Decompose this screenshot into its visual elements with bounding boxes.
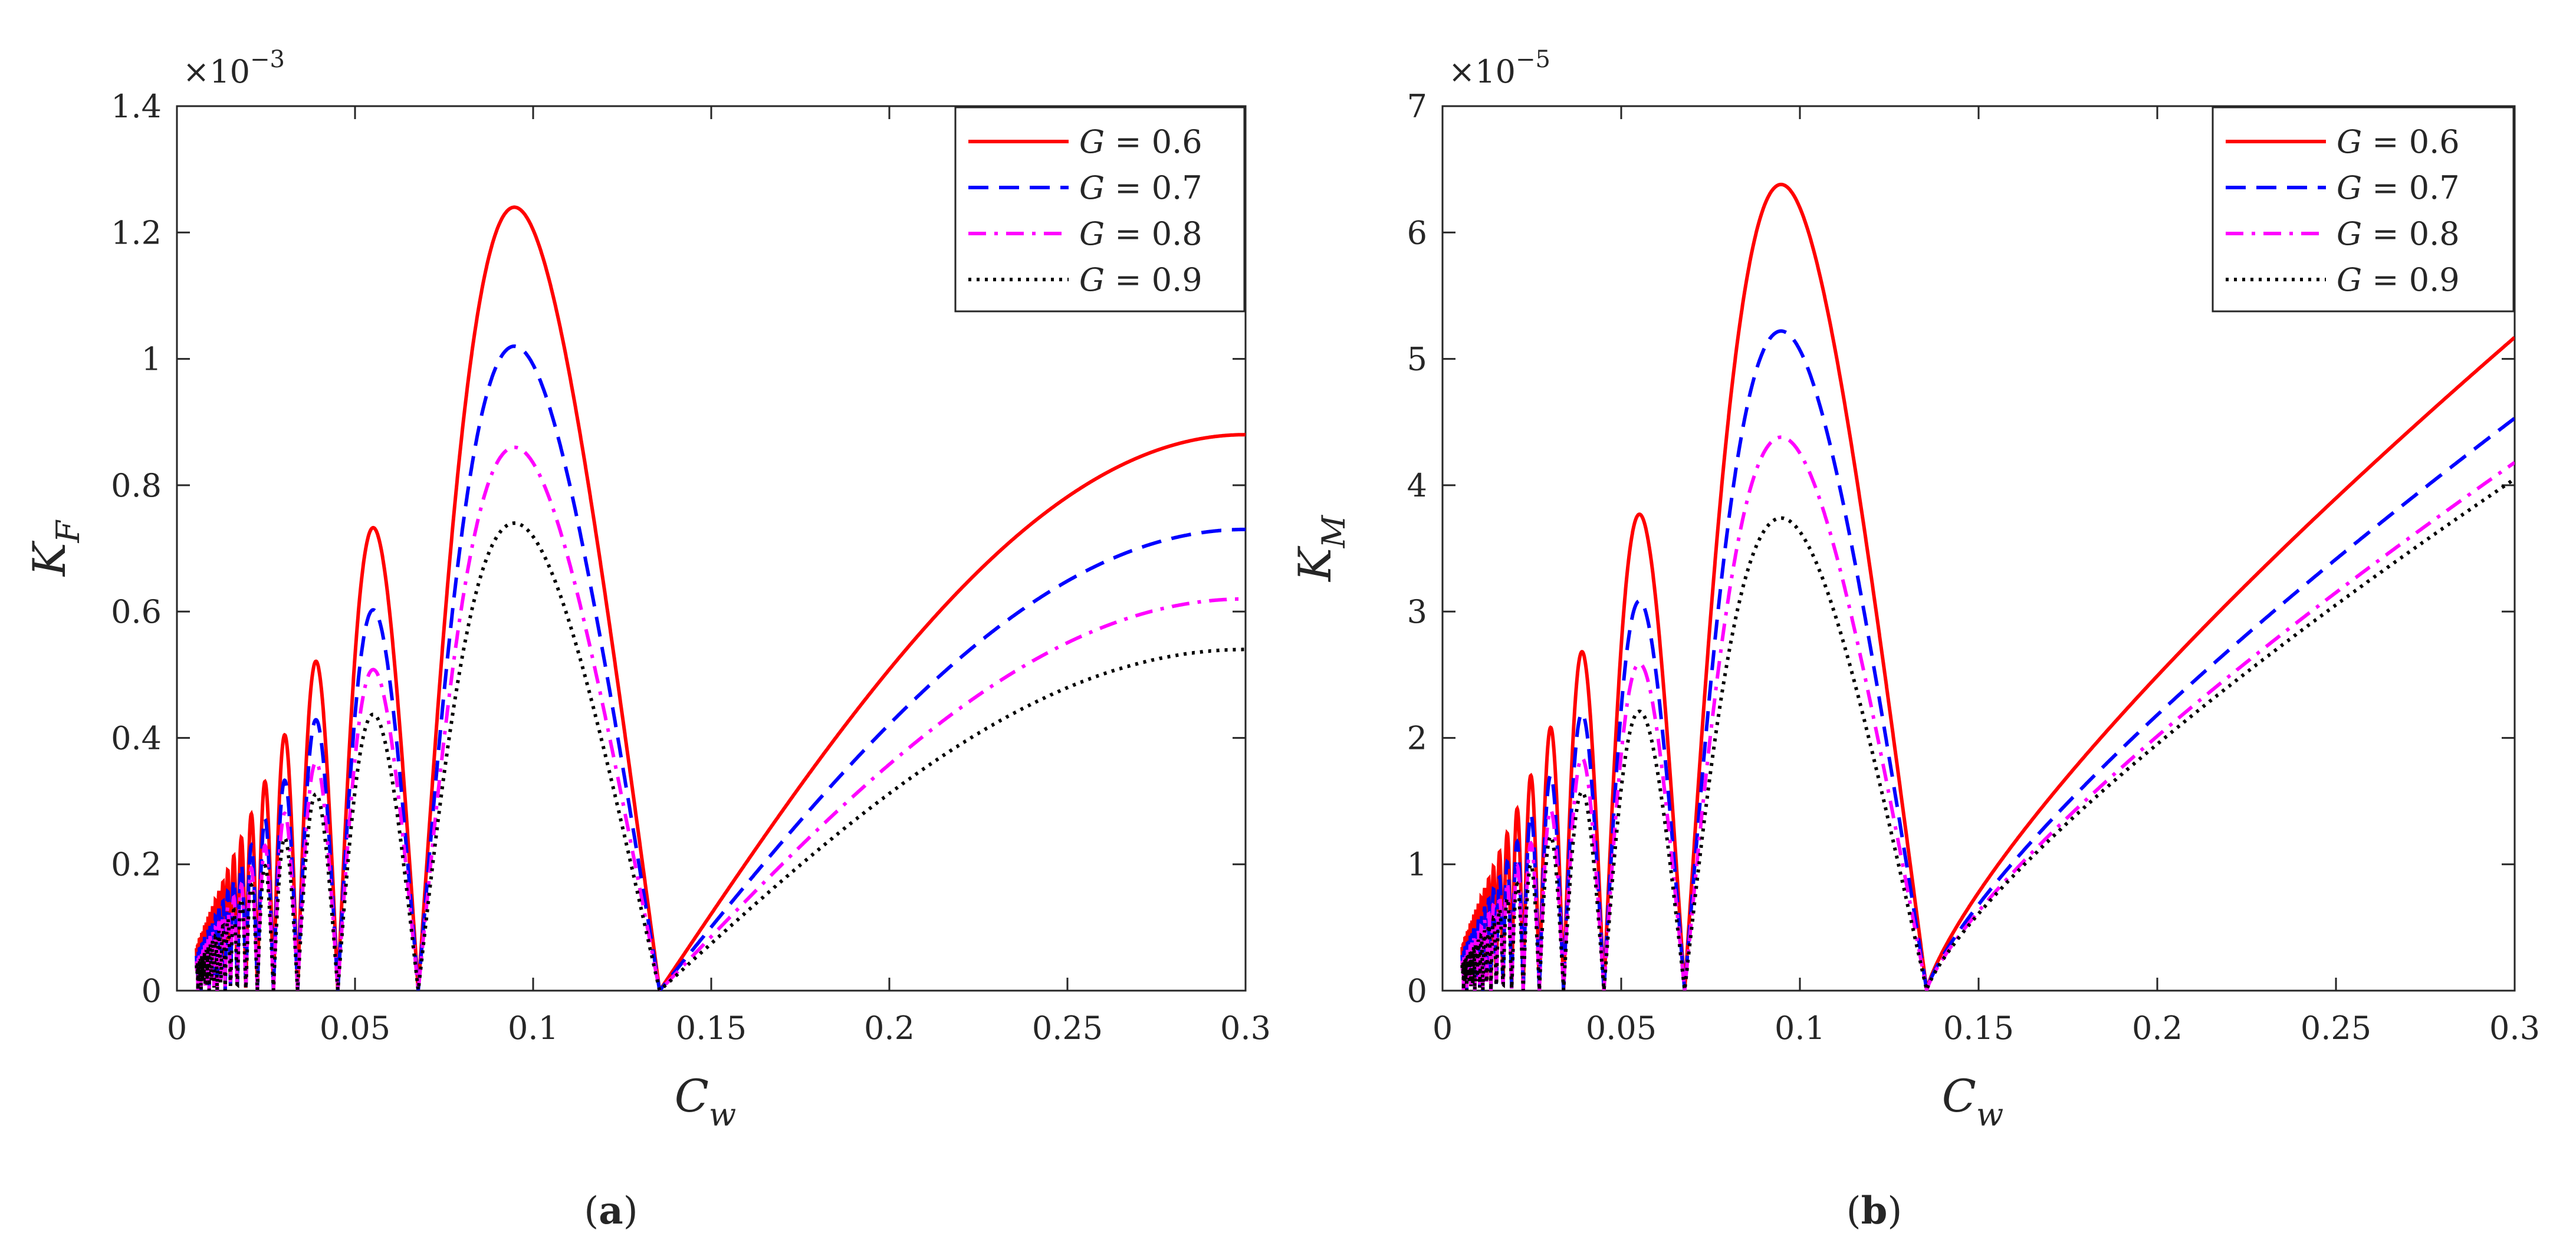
y-tick-label: 1.4 [111,88,162,125]
y-axis-label: KM [1289,514,1352,583]
legend-entry: G = 0.6 [1079,123,1202,160]
y-tick-label: 1 [142,341,162,378]
y-tick-label: 2 [1407,719,1427,757]
x-tick-label: 0.15 [676,1010,747,1047]
panel-label: (a) [584,1189,638,1233]
y-tick-label: 0.8 [111,467,162,504]
x-tick-label: 0.1 [508,1010,558,1047]
x-tick-label: 0.1 [1775,1010,1825,1047]
y-exponent-power: −5 [1516,46,1550,73]
y-tick-label: 0.6 [111,593,162,630]
x-tick-label: 0.25 [1032,1010,1103,1047]
y-axis-label: KF [23,519,87,577]
y-tick-label: 5 [1407,341,1427,378]
x-axis-label: Cw [675,1070,736,1133]
x-tick-label: 0.15 [1943,1010,2014,1047]
series-line-2 [1460,329,2515,991]
y-tick-label: 0.4 [111,719,162,757]
panel-label: (b) [1846,1189,1903,1233]
y-tick-label: 3 [1407,593,1427,630]
x-tick-label: 0.2 [864,1010,915,1047]
x-tick-label: 0.3 [1220,1010,1271,1047]
legend: G = 0.6 G = 0.7 G = 0.8 G = 0.9 [954,106,1246,313]
legend: G = 0.6 G = 0.7 G = 0.8 G = 0.9 [2212,106,2515,313]
x-tick-label: 0 [1432,1010,1453,1047]
series-line-1 [1460,182,2515,991]
legend-entry: G = 0.7 [1079,169,1202,206]
legend-entry: G = 0.6 [2337,123,2460,160]
chart-panel-b: 0 0.05 0.1 0.15 0.2 0.25 0.3 0 1 2 3 4 5 6 7 ×10−5 Cw KM G… [1289,46,2540,1133]
legend-entry: G = 0.9 [2337,261,2460,298]
x-tick-label: 0.05 [1586,1010,1657,1047]
series-line-3 [195,445,1246,991]
y-exponent-power: −3 [250,46,285,73]
x-tick-label: 0.05 [320,1010,390,1047]
y-tick-label: 6 [1407,214,1427,251]
y-exponent-label: ×10−3 [183,46,285,90]
legend-entry: G = 0.7 [2337,169,2460,206]
x-tick-label: 0 [167,1010,187,1047]
y-tick-label: 0.2 [111,846,162,883]
x-tick-label: 0.3 [2489,1010,2540,1047]
y-tick-label: 1 [1407,846,1427,883]
y-tick-label: 4 [1407,467,1427,504]
series-line-4 [195,521,1246,991]
y-tick-label: 1.2 [111,214,162,251]
chart-panel-a: 0 0.05 0.1 0.15 0.2 0.25 0.3 0 0.2 0.4 0.6 0.8 1 1.2 1… [23,46,1271,1133]
series-line-3 [1460,435,2515,991]
y-exponent-label: ×10−5 [1448,46,1550,90]
x-axis-label: Cw [1942,1070,2003,1133]
legend-entry: G = 0.8 [1079,215,1202,252]
y-tick-label: 0 [1407,972,1427,1010]
legend-entry: G = 0.9 [1079,261,1202,298]
series-line-2 [195,344,1246,991]
y-tick-label: 7 [1407,88,1427,125]
legend-entry: G = 0.8 [2337,215,2460,252]
x-tick-label: 0.2 [2132,1010,2183,1047]
y-tick-label: 0 [142,972,162,1010]
x-tick-label: 0.25 [2301,1010,2371,1047]
series-line-1 [195,205,1246,991]
